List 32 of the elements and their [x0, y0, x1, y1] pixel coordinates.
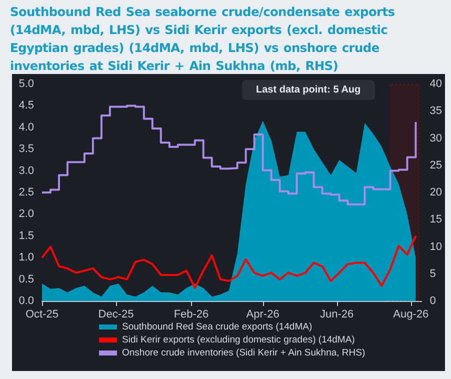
- y2-tick-label: 0: [430, 295, 436, 307]
- annotation: Last data point: 5 Aug: [256, 84, 361, 96]
- y-tick-label: 4.0: [18, 121, 34, 134]
- legend-label: Southbound Red Sea crude exports (14dMA): [122, 322, 312, 332]
- y2-tick-label: 20: [430, 186, 442, 198]
- y2-tick-label: 35: [430, 105, 442, 118]
- y-tick-label: 2.5: [18, 186, 34, 198]
- x-tick-label: Dec-25: [98, 308, 134, 320]
- y-tick-label: 5.0: [18, 78, 34, 90]
- y2-tick-label: 40: [430, 78, 442, 90]
- chart-title: Southbound Red Sea seaborne crude/condensate exports (14dMA, mbd, LHS) vs Sidi Kerir exports (excl. domestic Egyptian grades) (14dMA, mbd, LHS) vs onshore crude inventories at Sidi Kerir + Ain Sukhna (mb, RHS): [10, 4, 396, 75]
- y2-tick-label: 5: [430, 268, 436, 280]
- y-tick-label: 4.5: [18, 100, 34, 112]
- y-tick-label: 0.0: [18, 295, 34, 307]
- y-tick-label: 1.5: [18, 230, 34, 242]
- y2-tick-label: 15: [430, 214, 442, 226]
- line-series: [41, 234, 417, 289]
- y-tick-label: 1.0: [18, 252, 34, 264]
- y2-tick-label: 30: [430, 132, 442, 144]
- legend-label: Onshore crude inventories (Sidi Kerir + Ain Sukhna, RHS): [122, 348, 366, 358]
- x-tick-label: Apr-26: [246, 308, 280, 320]
- x-tick-label: Aug-26: [393, 308, 429, 320]
- y-tick-label: 2.0: [18, 208, 34, 220]
- x-tick-label: Jun-26: [320, 308, 354, 320]
- y-tick-label: 3.5: [18, 143, 34, 156]
- x-tick-label: Feb-26: [174, 308, 209, 320]
- legend-label: Sidi Kerir exports (excluding domestic grades) (14dMA): [122, 334, 355, 346]
- y-tick-label: 3.0: [18, 164, 34, 177]
- x-tick-label: Oct-25: [25, 308, 59, 320]
- y-tick-label: 0.5: [18, 273, 34, 286]
- y2-tick-label: 10: [430, 240, 442, 253]
- y2-tick-label: 25: [430, 159, 442, 172]
